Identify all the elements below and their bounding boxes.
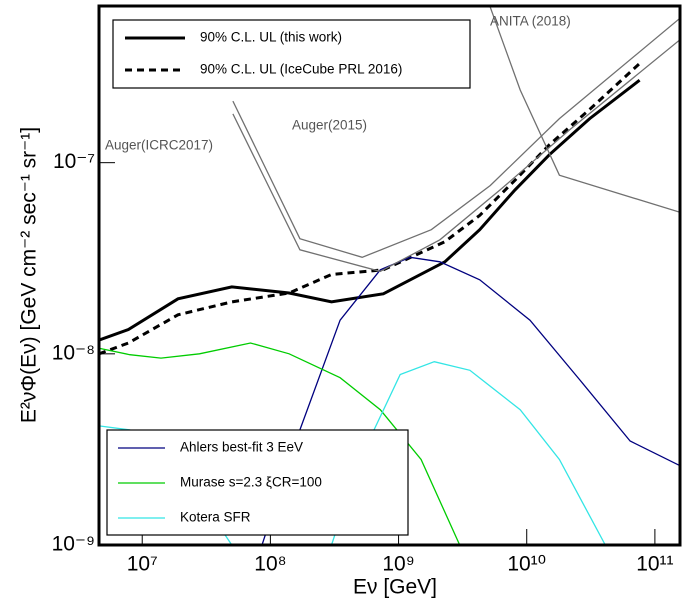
series-line <box>99 62 641 356</box>
y-axis-label: E²νΦ(Eν) [GeV cm⁻² sec⁻¹ sr⁻¹] <box>18 127 41 423</box>
x-tick-label: 10⁹ <box>382 553 414 576</box>
series-line <box>261 256 680 545</box>
series-line <box>489 7 680 213</box>
x-tick-label: 10⁷ <box>127 553 158 576</box>
y-tick-label: 10⁻⁷ <box>53 150 95 173</box>
legend-label: 90% C.L. UL (this work) <box>200 30 342 45</box>
legend-label: Kotera SFR <box>180 510 251 525</box>
legend-label: Murase s=2.3 ξCR=100 <box>180 475 322 490</box>
legend-label: 90% C.L. UL (IceCube PRL 2016) <box>200 62 402 77</box>
legend-box <box>112 19 471 89</box>
series-line <box>232 17 680 258</box>
y-tick-label: 10⁻⁹ <box>52 533 95 556</box>
legend-label: Ahlers best-fit 3 EeV <box>180 440 303 455</box>
x-tick-label: 10¹⁰ <box>507 553 546 576</box>
annotation: Auger(ICRC2017) <box>105 138 213 153</box>
plot-frame <box>97 4 682 547</box>
annotation: Auger(2015) <box>292 118 367 133</box>
x-axis-label: Eν [GeV] <box>353 576 437 599</box>
x-tick-label: 10⁸ <box>254 553 286 576</box>
series-line <box>232 39 680 273</box>
y-tick-label: 10⁻⁸ <box>52 341 95 364</box>
x-tick-label: 10¹¹ <box>636 553 673 576</box>
annotation: ANITA (2018) <box>490 14 571 29</box>
